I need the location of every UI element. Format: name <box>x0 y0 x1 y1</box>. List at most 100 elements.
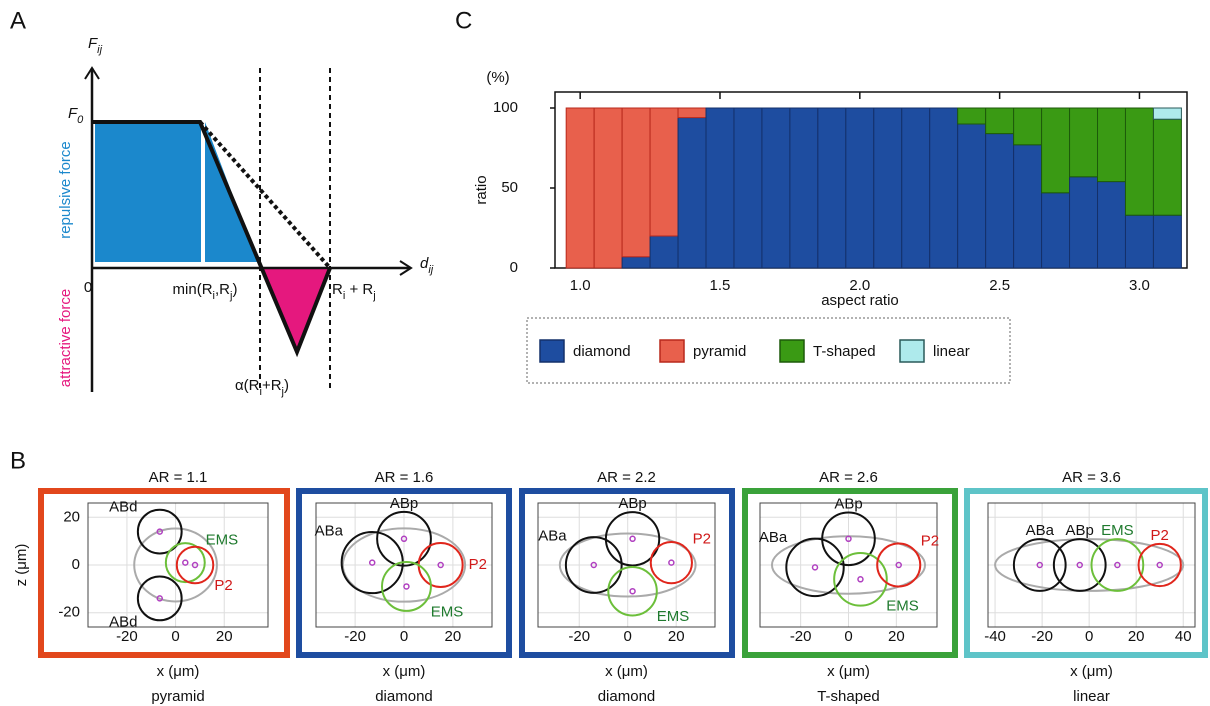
cell-label: P2 <box>214 577 232 594</box>
cell-label: EMS <box>657 608 690 625</box>
panel-caption: T-shaped <box>817 688 880 705</box>
panel-letter: C <box>455 7 472 34</box>
x-tick-label: -20 <box>790 628 812 645</box>
unit-label: (%) <box>486 69 509 86</box>
x-axis-label: x (μm) <box>605 663 648 680</box>
cell-center <box>630 589 635 594</box>
repulsive-label: repulsive force <box>57 141 74 239</box>
x-tick-label: 3.0 <box>1129 277 1150 294</box>
x-axis-label: aspect ratio <box>821 292 899 309</box>
x-tick-label: -20 <box>568 628 590 645</box>
sum-label: Ri + Rj <box>332 281 376 302</box>
cell-center <box>370 560 375 565</box>
y-tick-label: 0 <box>72 556 80 573</box>
legend-swatch <box>900 340 924 362</box>
x-tick-label: -40 <box>984 628 1006 645</box>
attractive-label: attractive force <box>57 289 74 387</box>
bar-segment <box>678 108 706 118</box>
text-part: R <box>332 281 343 298</box>
y-tick-label: 20 <box>63 508 80 525</box>
x-tick-label: 20 <box>445 628 462 645</box>
cell-label: ABa <box>538 527 567 544</box>
bar-segment <box>734 108 762 268</box>
cell-label: ABp <box>1066 522 1094 539</box>
bar-segment <box>1070 177 1098 268</box>
repulsive-area <box>95 122 201 262</box>
x-axis-label: x (μm) <box>827 663 870 680</box>
figure: A C B repulsive force attractive force 0… <box>0 0 1210 706</box>
x-axis-label: x (μm) <box>157 663 200 680</box>
bar-segment <box>958 124 986 268</box>
text-part: ij <box>97 44 102 56</box>
x-axis-label: x (μm) <box>1070 663 1113 680</box>
bar-segment <box>1153 215 1181 268</box>
cell-center <box>669 560 674 565</box>
cell-label: ABa <box>315 523 344 540</box>
cell-center <box>630 536 635 541</box>
panel-title: AR = 2.6 <box>819 469 878 486</box>
cell-label: ABd <box>109 613 137 630</box>
bar-segment <box>1042 193 1070 268</box>
cell-label: ABp <box>390 495 418 512</box>
cell-label: EMS <box>431 603 464 620</box>
panel-letter: B <box>10 447 26 474</box>
x-tick-label: 40 <box>1175 628 1192 645</box>
cell-center <box>183 560 188 565</box>
bar-segment <box>790 108 818 268</box>
text-part: + R <box>345 281 373 298</box>
bar-segment <box>650 108 678 236</box>
f0-label: F0 <box>68 105 84 126</box>
cell-label: ABp <box>834 495 862 512</box>
x-tick-label: 20 <box>216 628 233 645</box>
cell-label: P2 <box>1151 527 1169 544</box>
bar-segment <box>706 108 734 268</box>
cell-label: ABa <box>1026 522 1055 539</box>
bar-segment <box>762 108 790 268</box>
panel-title: AR = 3.6 <box>1062 469 1121 486</box>
legend-label: T-shaped <box>813 343 876 360</box>
f-axis-label: Fij <box>88 35 103 56</box>
bar-segment <box>986 134 1014 268</box>
bar-segment <box>1014 145 1042 268</box>
x-tick-label: 1.0 <box>570 277 591 294</box>
cell-center <box>404 584 409 589</box>
cell-label: ABd <box>109 499 137 516</box>
bar-segment <box>1125 215 1153 268</box>
x-axis-label: x (μm) <box>383 663 426 680</box>
legend-label: diamond <box>573 343 631 360</box>
text-part: ) <box>232 281 237 298</box>
bar-segment <box>566 108 594 268</box>
origin-label: 0 <box>84 279 92 296</box>
cell-label: ABa <box>759 529 788 546</box>
legend-swatch <box>540 340 564 362</box>
text-part: 0 <box>77 114 84 126</box>
cell-center <box>858 577 863 582</box>
bar-segment <box>1098 182 1126 268</box>
x-tick-label: 20 <box>888 628 905 645</box>
bar-segment <box>1125 108 1153 215</box>
x-tick-label: 20 <box>1128 628 1145 645</box>
y-tick-label: 0 <box>510 259 518 276</box>
cell-label: EMS <box>1101 522 1134 539</box>
x-tick-label: 0 <box>624 628 632 645</box>
x-tick-label: -20 <box>1031 628 1053 645</box>
legend-swatch <box>780 340 804 362</box>
panel-caption: linear <box>1073 688 1110 705</box>
alpha-label: α(Ri+Rj) <box>235 377 289 398</box>
text-part: ,R <box>215 281 230 298</box>
bar-segment <box>1098 108 1126 182</box>
panel-title: AR = 2.2 <box>597 469 656 486</box>
bar-segment <box>874 108 902 268</box>
text-part: +R <box>262 377 282 394</box>
panel-title: AR = 1.6 <box>375 469 434 486</box>
panel-letter: A <box>10 7 26 34</box>
panel-title: AR = 1.1 <box>149 469 208 486</box>
bar-segment <box>846 108 874 268</box>
x-tick-label: 0 <box>171 628 179 645</box>
x-tick-label: -20 <box>344 628 366 645</box>
legend-label: pyramid <box>693 343 746 360</box>
panel-caption: diamond <box>598 688 656 705</box>
panel-caption: pyramid <box>151 688 204 705</box>
text-part: ) <box>284 377 289 394</box>
text-part: j <box>372 290 375 302</box>
